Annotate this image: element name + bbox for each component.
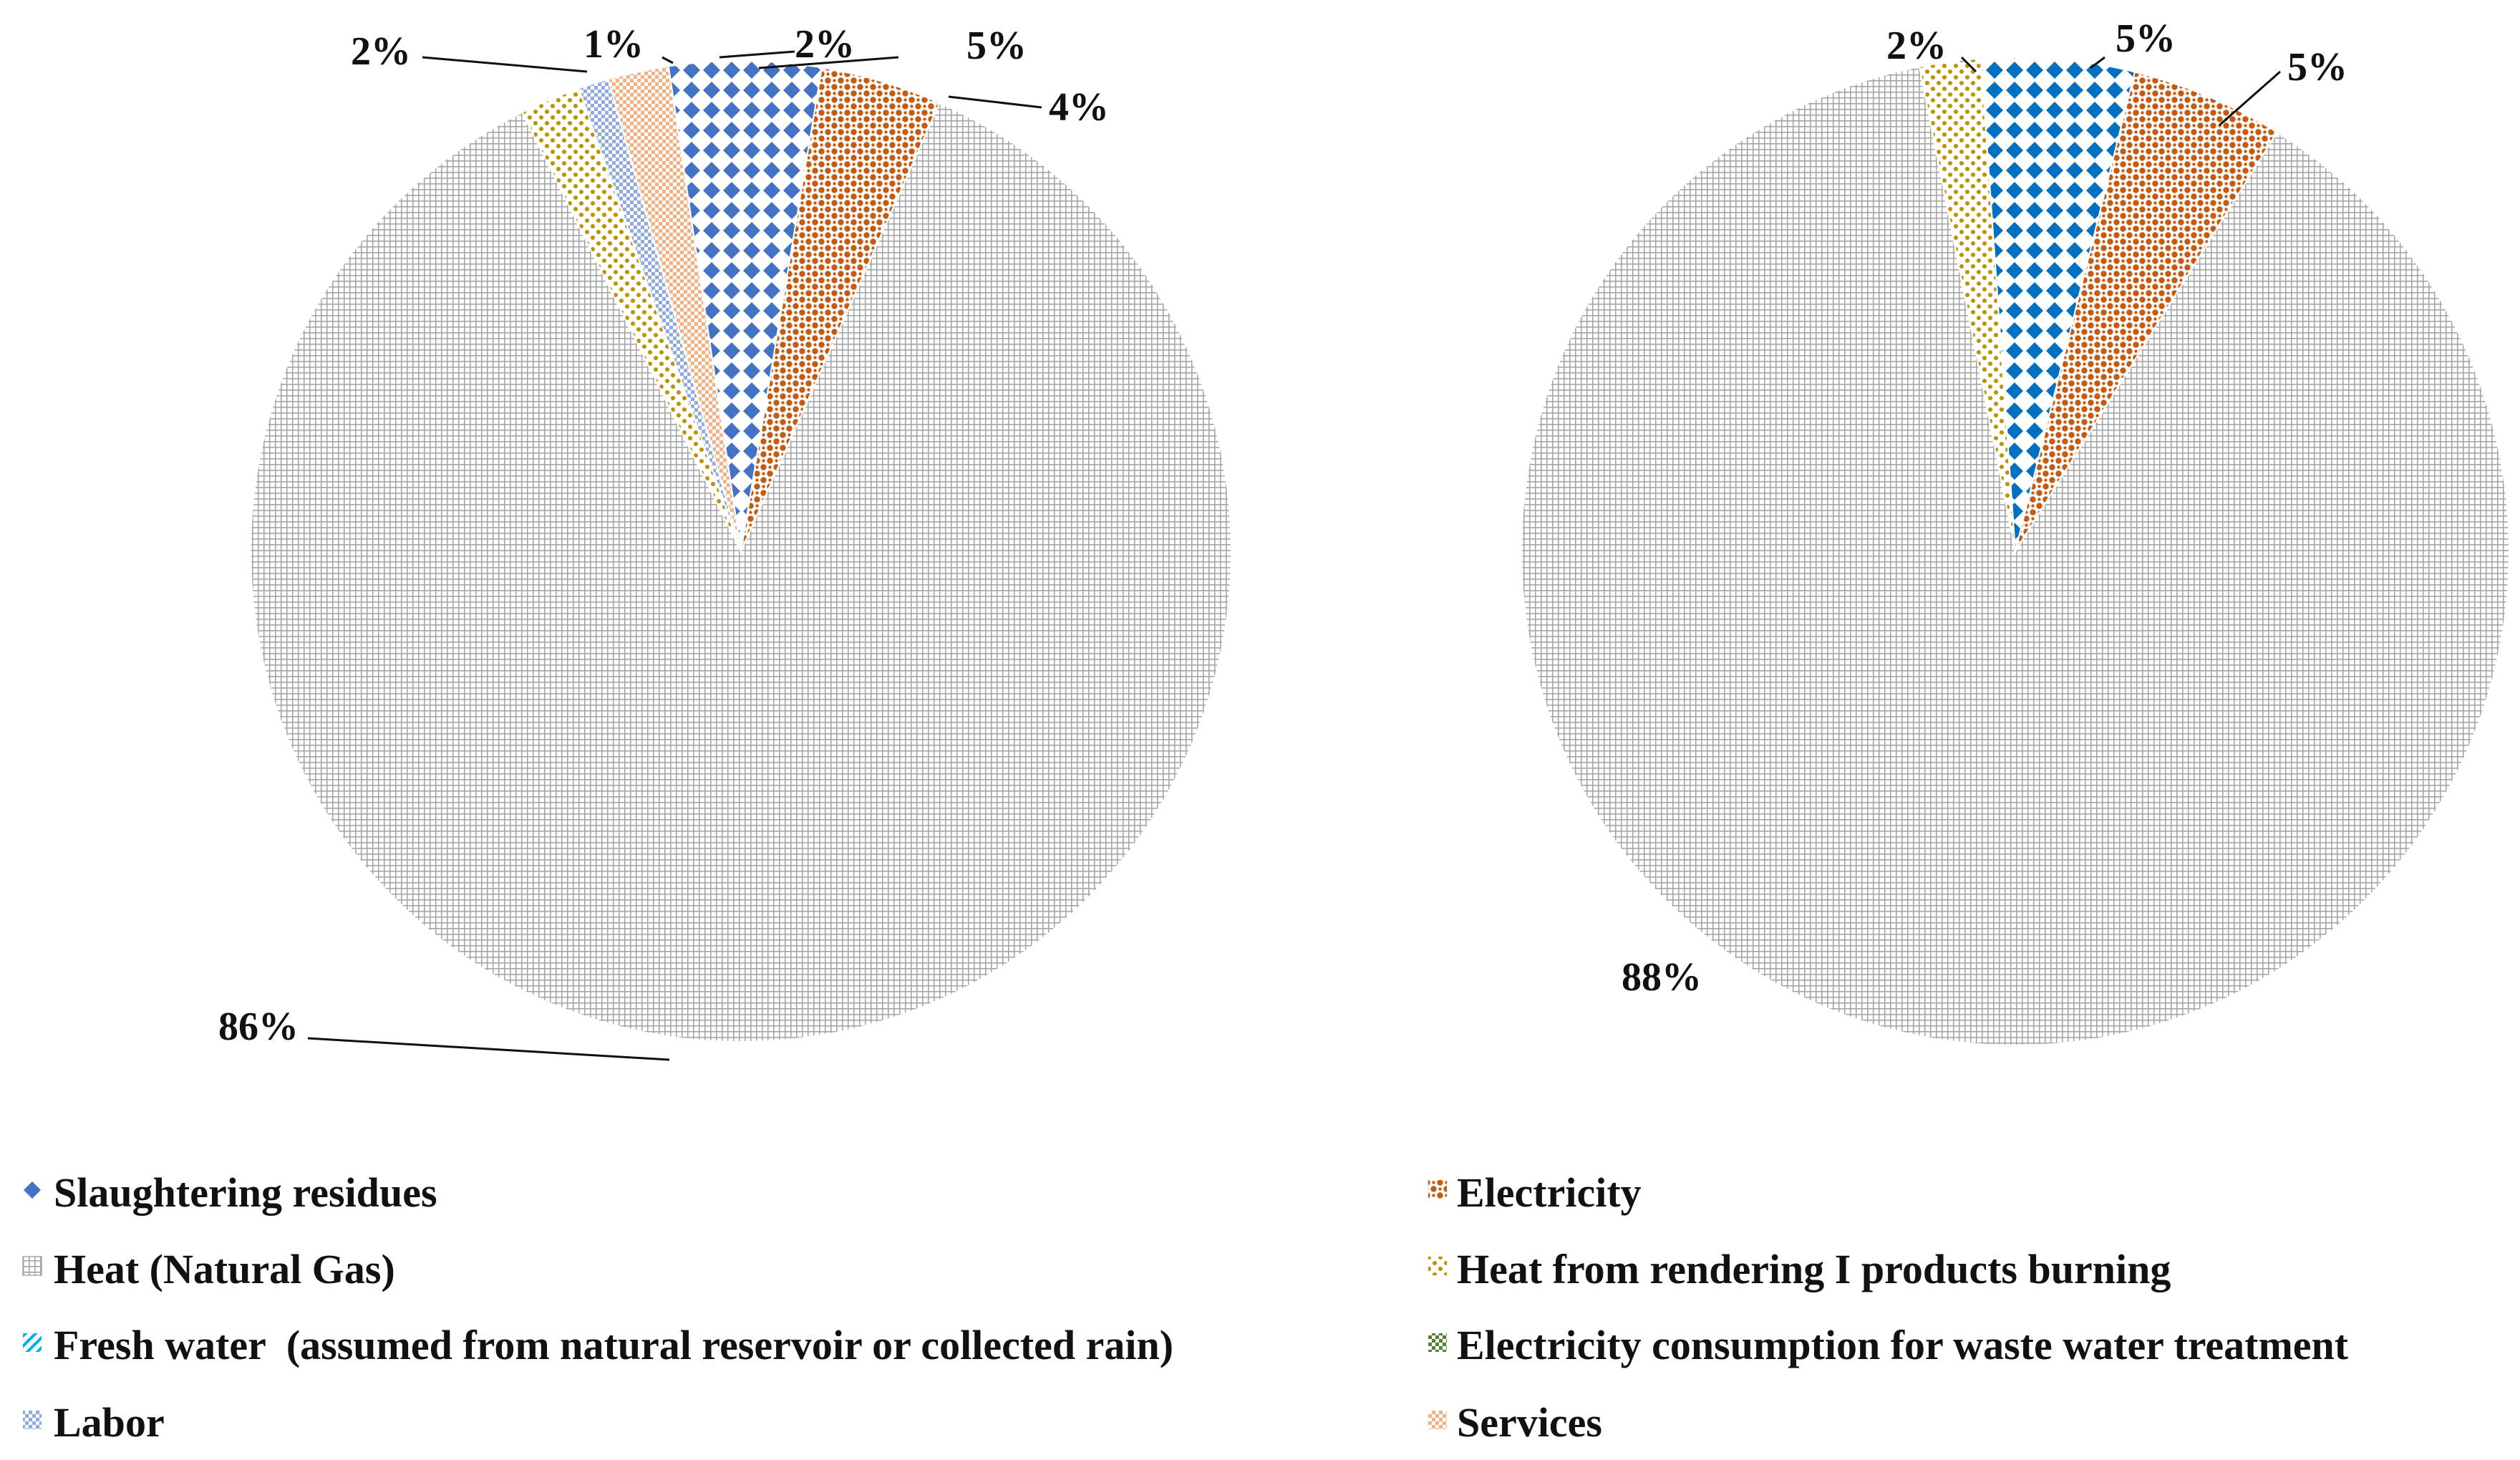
left-label-electricity: 4%	[1049, 85, 1109, 130]
leader-line	[422, 56, 588, 73]
right-pie-slices	[1521, 57, 2510, 1046]
striped-square-icon	[23, 1333, 42, 1352]
checker-icon	[1428, 1333, 1447, 1352]
leader-line	[948, 95, 1042, 109]
diamond-icon	[24, 1181, 41, 1199]
right-label-heat-gas: 88%	[1622, 955, 1702, 1000]
left-label-labor: 1%	[583, 22, 644, 67]
legend-item-labor: Labor	[23, 1399, 165, 1446]
checker-icon	[23, 1411, 42, 1429]
leader-line	[307, 1037, 670, 1061]
legend-label: Services	[1457, 1399, 1602, 1446]
legend-item-slaughtering-residues: Slaughtering residues	[24, 1169, 437, 1216]
right-label-heat-rendering: 2%	[1886, 24, 1947, 68]
right-pie-slice-electricity	[2015, 71, 2279, 552]
right-pie-slice-heat-natural-gas	[1521, 65, 2510, 1046]
legend-label: Heat from rendering I products burning	[1457, 1246, 2171, 1292]
left-label-heat-gas: 86%	[218, 1005, 299, 1049]
right-pie-leader-lines	[1960, 56, 2281, 127]
legend-label: Electricity consumption for waste water …	[1457, 1322, 2349, 1368]
leader-line	[719, 50, 795, 59]
legend-label: Electricity	[1457, 1169, 1642, 1216]
checker-icon	[1428, 1411, 1447, 1429]
legend-item-fresh-water: Fresh water (assumed from natural reserv…	[23, 1322, 1173, 1368]
leader-line	[2090, 56, 2105, 69]
legend-item-heat-natural-gas: Heat (Natural Gas)	[22, 1246, 395, 1292]
dotted-square-icon	[1428, 1180, 1447, 1199]
right-label-slaughtering: 5%	[2116, 16, 2176, 61]
left-pie-slice-slaughtering-residues	[667, 60, 823, 552]
legend-item-services: Services	[1428, 1399, 1602, 1446]
dotted-square-icon	[1428, 1257, 1447, 1275]
legend-label: Labor	[54, 1399, 165, 1446]
left-label-slaughtering: 5%	[966, 24, 1027, 68]
left-label-heat-rendering: 2%	[351, 29, 411, 74]
chart-legend: Slaughtering residues Electricity Heat (…	[22, 1169, 2349, 1446]
right-pie-slice-slaughtering-residues	[1979, 57, 2136, 552]
legend-item-electricity-waste-water: Electricity consumption for waste water …	[1428, 1322, 2349, 1368]
left-pie-slices	[249, 60, 1232, 1043]
legend-label: Fresh water (assumed from natural reserv…	[54, 1322, 1173, 1368]
leader-line	[758, 56, 899, 69]
left-pie-leader-lines	[307, 50, 1042, 1061]
leader-line	[662, 56, 674, 64]
right-pie-slice-heat-from-rendering-i-products-burning	[1918, 57, 2016, 552]
left-pie-slice-heat-natural-gas	[249, 102, 1232, 1043]
legend-item-heat-rendering: Heat from rendering I products burning	[1428, 1246, 2171, 1292]
left-label-services: 2%	[795, 22, 855, 67]
left-pie-slice-services	[607, 65, 742, 552]
legend-label: Slaughtering residues	[54, 1169, 437, 1216]
right-pie-chart: 5% 5% 88% 2%	[1521, 16, 2510, 1046]
legend-label: Heat (Natural Gas)	[54, 1246, 395, 1292]
right-label-electricity: 5%	[2287, 45, 2347, 90]
leader-line	[2219, 70, 2281, 127]
legend-item-electricity: Electricity	[1428, 1169, 1642, 1216]
left-pie-chart: 5% 4% 86% 2% 1% 2%	[218, 22, 1232, 1061]
grid-icon	[22, 1256, 42, 1276]
leader-line	[1960, 56, 1977, 73]
